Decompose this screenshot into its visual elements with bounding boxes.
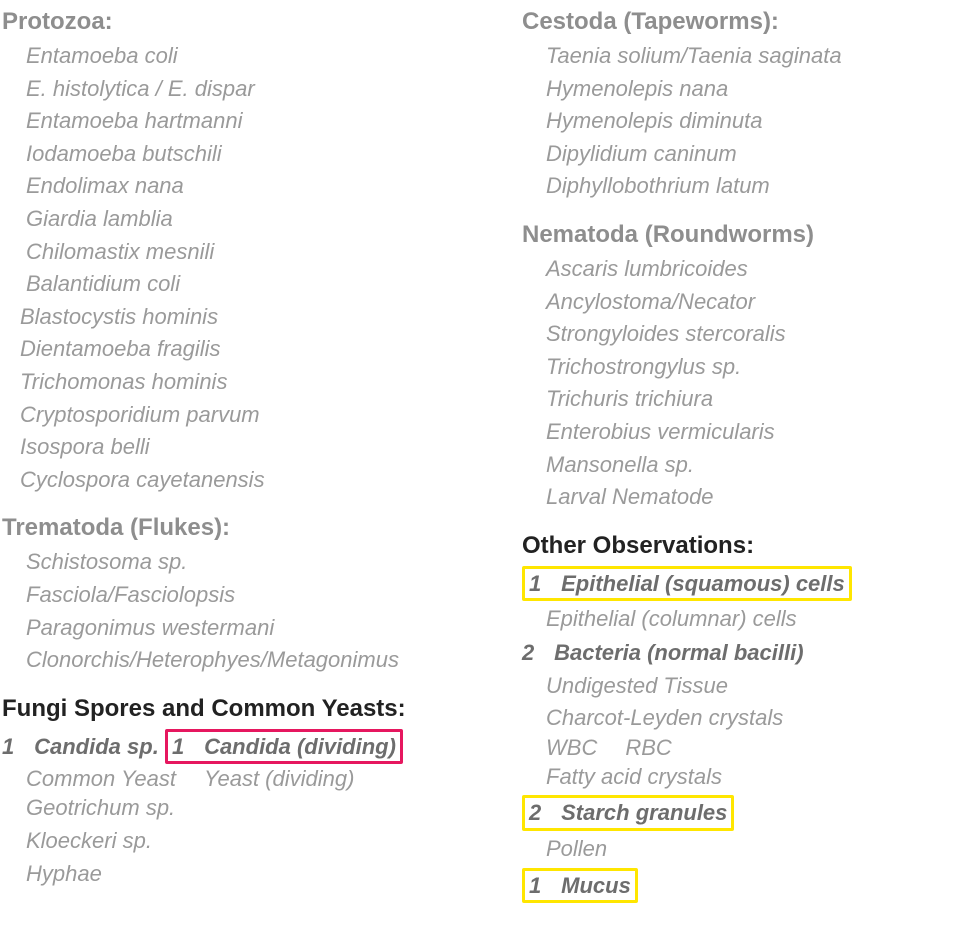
fungi-section: Fungi Spores and Common Yeasts: 1 Candid… xyxy=(2,695,482,890)
rbc-label: RBC xyxy=(625,735,671,761)
other-observations-header: Other Observations: xyxy=(522,532,959,560)
fungi-header: Fungi Spores and Common Yeasts: xyxy=(2,695,482,723)
two-column-layout: Protozoa: Entamoeba coli E. histolytica … xyxy=(2,8,959,923)
list-item: Entamoeba hartmanni xyxy=(2,105,482,138)
candida-sp-label: Candida sp. xyxy=(34,734,159,759)
trematoda-header: Trematoda (Flukes): xyxy=(2,514,482,542)
epithelial-squamous-row: 1 Epithelial (squamous) cells xyxy=(522,564,959,604)
list-item: Endolimax nana xyxy=(2,170,482,203)
list-item: Clonorchis/Heterophyes/Metagonimus xyxy=(2,644,482,677)
trematoda-section: Trematoda (Flukes): Schistosoma sp. Fasc… xyxy=(2,514,482,676)
cestoda-section: Cestoda (Tapeworms): Taenia solium/Taeni… xyxy=(522,8,959,203)
list-item: Hymenolepis nana xyxy=(522,73,959,106)
list-item: Hyphae xyxy=(2,858,482,891)
candida-sp-count: 1 xyxy=(2,732,22,762)
cestoda-header: Cestoda (Tapeworms): xyxy=(522,8,959,36)
other-observations-section: Other Observations: 1 Epithelial (squamo… xyxy=(522,532,959,906)
list-item: Trichostrongylus sp. xyxy=(522,351,959,384)
list-item: Trichomonas hominis xyxy=(2,366,482,399)
wbc-label: WBC xyxy=(546,735,597,761)
nematoda-header: Nematoda (Roundworms) xyxy=(522,221,959,249)
protozoa-section: Protozoa: Entamoeba coli E. histolytica … xyxy=(2,8,482,496)
list-item: Giardia lamblia xyxy=(2,203,482,236)
epithelial-squamous-label: Epithelial (squamous) cells xyxy=(561,571,845,596)
list-item: Mansonella sp. xyxy=(522,449,959,482)
right-column: Cestoda (Tapeworms): Taenia solium/Taeni… xyxy=(522,8,959,923)
list-item: Paragonimus westermani xyxy=(2,612,482,645)
starch-granules-highlight: 2 Starch granules xyxy=(522,795,734,831)
list-item: Dipylidium caninum xyxy=(522,138,959,171)
candida-dividing-label: Candida (dividing) xyxy=(204,734,396,759)
epithelial-columnar-label: Epithelial (columnar) cells xyxy=(522,603,959,636)
list-item: Chilomastix mesnili xyxy=(2,236,482,269)
fatty-acid-label: Fatty acid crystals xyxy=(522,761,959,794)
candida-dividing-highlight: 1 Candida (dividing) xyxy=(165,729,403,765)
list-item: Diphyllobothrium latum xyxy=(522,170,959,203)
epithelial-squamous-highlight: 1 Epithelial (squamous) cells xyxy=(522,566,852,602)
mucus-highlight: 1 Mucus xyxy=(522,868,638,904)
bacteria-label: Bacteria (normal bacilli) xyxy=(554,640,803,665)
yeast-dividing-label: Yeast (dividing) xyxy=(204,766,354,792)
list-item: Cyclospora cayetanensis xyxy=(2,464,482,497)
bacteria-row: 2 Bacteria (normal bacilli) xyxy=(522,636,959,670)
undigested-tissue-label: Undigested Tissue xyxy=(522,670,959,703)
nematoda-section: Nematoda (Roundworms) Ascaris lumbricoid… xyxy=(522,221,959,514)
list-item: Blastocystis hominis xyxy=(2,301,482,334)
list-item: Enterobius vermicularis xyxy=(522,416,959,449)
candida-dividing-count: 1 xyxy=(172,732,192,762)
list-item: Entamoeba coli xyxy=(2,40,482,73)
list-item: Taenia solium/Taenia saginata xyxy=(522,40,959,73)
starch-granules-row: 2 Starch granules xyxy=(522,793,959,833)
list-item: Ancylostoma/Necator xyxy=(522,286,959,319)
list-item: Schistosoma sp. xyxy=(2,546,482,579)
common-yeast-label: Common Yeast xyxy=(26,766,176,792)
list-item: Strongyloides stercoralis xyxy=(522,318,959,351)
list-item: Larval Nematode xyxy=(522,481,959,514)
mucus-count: 1 xyxy=(529,871,549,901)
fungi-candida-row: 1 Candida sp. 1 Candida (dividing) xyxy=(2,727,482,767)
wbc-rbc-row: WBC RBC xyxy=(522,735,959,761)
list-item: Cryptosporidium parvum xyxy=(2,399,482,432)
list-item: Isospora belli xyxy=(2,431,482,464)
protozoa-header: Protozoa: xyxy=(2,8,482,36)
list-item: Balantidium coli xyxy=(2,268,482,301)
list-item: Hymenolepis diminuta xyxy=(522,105,959,138)
left-column: Protozoa: Entamoeba coli E. histolytica … xyxy=(2,8,482,923)
list-item: Fasciola/Fasciolopsis xyxy=(2,579,482,612)
list-item: Trichuris trichiura xyxy=(522,383,959,416)
list-item: E. histolytica / E. dispar xyxy=(2,73,482,106)
charcot-leyden-label: Charcot-Leyden crystals xyxy=(522,702,959,735)
mucus-label: Mucus xyxy=(561,873,631,898)
starch-granules-count: 2 xyxy=(529,798,549,828)
list-item: Geotrichum sp. xyxy=(2,792,482,825)
bacteria-count: 2 xyxy=(522,638,542,668)
yeast-row: Common Yeast Yeast (dividing) xyxy=(2,766,482,792)
list-item: Dientamoeba fragilis xyxy=(2,333,482,366)
list-item: Ascaris lumbricoides xyxy=(522,253,959,286)
mucus-row: 1 Mucus xyxy=(522,866,959,906)
pollen-label: Pollen xyxy=(522,833,959,866)
list-item: Iodamoeba butschili xyxy=(2,138,482,171)
starch-granules-label: Starch granules xyxy=(561,800,727,825)
list-item: Kloeckeri sp. xyxy=(2,825,482,858)
epithelial-squamous-count: 1 xyxy=(529,569,549,599)
